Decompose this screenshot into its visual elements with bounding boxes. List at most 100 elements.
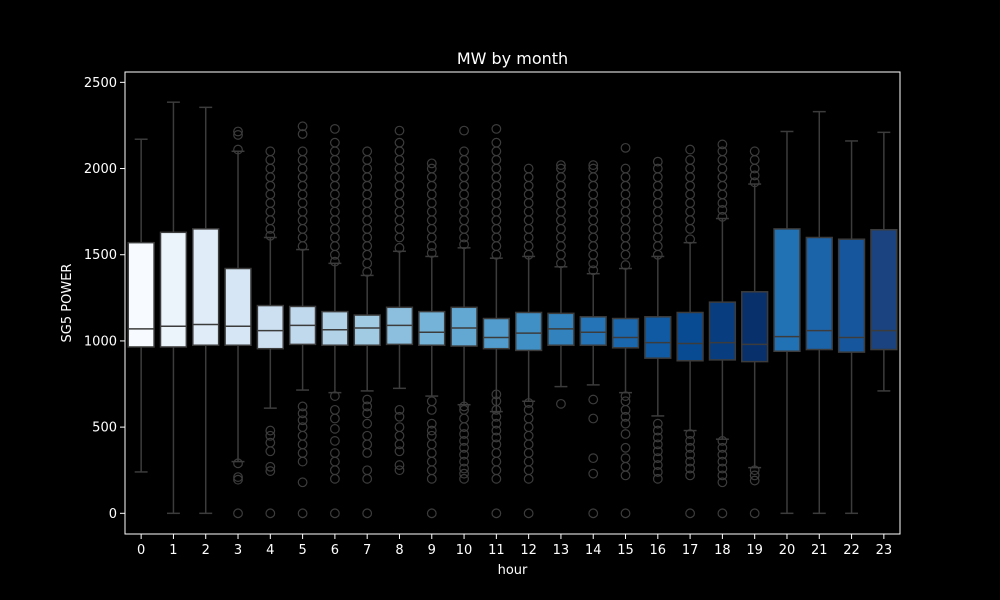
outlier-point (265, 466, 276, 476)
outlier-point (329, 448, 340, 458)
outlier-point (394, 460, 405, 470)
outlier-point (717, 470, 728, 481)
box-group-hour-19 (741, 146, 769, 519)
outlier-point (717, 508, 728, 519)
box (353, 314, 381, 346)
outlier-point (749, 170, 760, 181)
outlier-point (685, 436, 696, 446)
outlier-point (394, 125, 405, 136)
outlier-point (459, 436, 469, 446)
outlier-point (620, 396, 631, 407)
outlier-point (297, 408, 308, 419)
outlier-point (588, 265, 599, 276)
box (837, 238, 866, 353)
y-tick-label: 1500 (84, 248, 117, 263)
outlier-point (588, 508, 599, 519)
outlier-point (491, 418, 502, 429)
outlier-point (265, 508, 276, 519)
outlier-point (265, 461, 276, 472)
outlier-point (717, 442, 728, 453)
outlier-point (588, 160, 599, 170)
outlier-point (362, 401, 373, 412)
outlier-point (685, 429, 696, 439)
y-tick-label: 500 (92, 421, 117, 436)
box-group-hour-2 (192, 106, 220, 515)
x-tick-label: 1 (169, 543, 177, 558)
box-group-hour-11 (482, 123, 511, 519)
outlier-point (749, 146, 760, 157)
outlier-point (620, 453, 631, 464)
outlier-point (685, 470, 696, 481)
box-group-hour-1 (159, 101, 188, 515)
x-tick-label: 20 (779, 543, 796, 558)
outlier-point (523, 508, 534, 519)
outlier-point (297, 146, 308, 157)
outlier-point (652, 467, 663, 477)
outlier-point (620, 429, 631, 439)
box-group-hour-21 (805, 110, 833, 515)
outlier-point (459, 473, 469, 484)
outlier-point (297, 422, 308, 433)
outlier-point (459, 239, 469, 250)
box (159, 231, 188, 348)
outlier-point (491, 411, 502, 422)
outlier-point (265, 230, 276, 241)
x-tick-label: 17 (682, 543, 699, 558)
x-tick-label: 15 (617, 543, 634, 558)
outlier-point (685, 234, 696, 245)
outlier-point (652, 473, 663, 484)
box (514, 311, 543, 352)
outlier-point (265, 430, 276, 441)
outlier-point (459, 404, 469, 415)
x-tick-label: 18 (714, 543, 731, 558)
outlier-point (652, 432, 663, 443)
outlier-point (749, 508, 760, 519)
outlier-point (233, 144, 243, 155)
outlier-point (297, 121, 308, 132)
outlier-point (394, 404, 405, 415)
outlier-point (620, 142, 631, 153)
outlier-point (362, 146, 373, 157)
outlier-point (620, 508, 631, 519)
outlier-point (717, 449, 728, 460)
box (773, 228, 801, 353)
box-group-hour-13 (547, 160, 575, 409)
outlier-point (426, 158, 437, 169)
box-group-hour-12 (514, 163, 543, 519)
outlier-point (233, 130, 243, 140)
outlier-point (588, 453, 599, 464)
x-tick-label: 16 (650, 543, 667, 558)
x-tick-label: 11 (488, 543, 505, 558)
box-group-hour-22 (837, 140, 866, 515)
outlier-point (717, 211, 728, 222)
outlier-point (717, 456, 728, 467)
y-axis: 0 500 1000 1500 2000 2500 (84, 76, 125, 522)
x-tick-label: 10 (456, 543, 473, 558)
outlier-point (265, 146, 276, 157)
outlier-point (620, 163, 631, 174)
box-group-hour-14 (579, 160, 607, 519)
outlier-point (556, 160, 566, 170)
box (805, 236, 833, 351)
box (870, 228, 898, 351)
outlier-point (652, 418, 663, 429)
box-group-hour-20 (773, 130, 801, 515)
outlier-point (749, 177, 760, 188)
y-tick-label: 1000 (84, 334, 117, 349)
outlier-point (297, 129, 308, 139)
box-group-hour-5 (288, 121, 317, 519)
box-group-hour-9 (418, 158, 446, 519)
outlier-point (459, 442, 469, 453)
outlier-point (297, 401, 308, 412)
outlier-point (652, 439, 663, 450)
outlier-point (394, 465, 405, 476)
outlier-point (233, 474, 243, 485)
outlier-point (233, 472, 243, 483)
outlier-point (362, 394, 373, 405)
outlier-point (523, 404, 534, 415)
x-tick-label: 3 (234, 543, 242, 558)
box (418, 310, 446, 346)
outlier-point (523, 398, 534, 408)
x-tick-label: 0 (137, 543, 145, 558)
box (644, 316, 672, 359)
